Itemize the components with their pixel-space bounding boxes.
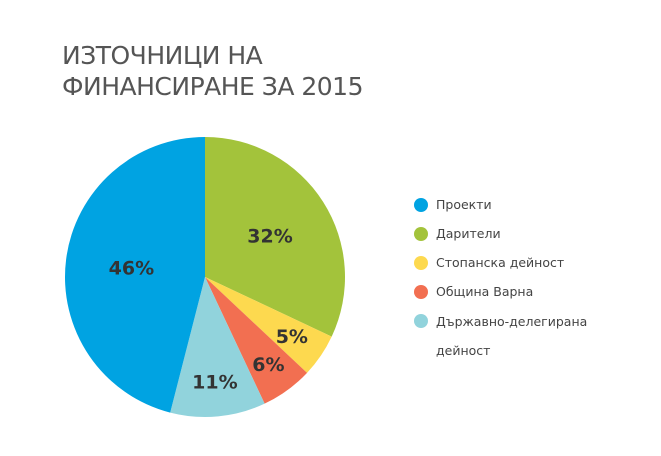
legend-label: Община Варна — [436, 284, 534, 299]
chart-title: ИЗТОЧНИЦИ НА ФИНАНСИРАНЕ ЗА 2015 — [62, 40, 364, 102]
data-label-2: 6% — [252, 354, 284, 376]
pie-slice-0 — [205, 137, 345, 337]
legend-swatch — [414, 285, 428, 299]
legend-label: Проекти — [436, 197, 492, 212]
title-line-1: ИЗТОЧНИЦИ НА — [62, 41, 263, 70]
legend-item: Стопанска дейност — [414, 255, 596, 284]
legend-swatch — [414, 314, 428, 328]
legend-label: Стопанска дейност — [436, 255, 565, 270]
legend-item: Държавно-делегирана дейност — [414, 313, 596, 358]
pie-slice-4 — [64, 137, 205, 413]
pie-slice-1 — [205, 277, 332, 373]
title-line-2: ФИНАНСИРАНЕ ЗА 2015 — [62, 72, 364, 101]
legend-label: Дарители — [436, 226, 501, 241]
pie-slice-2 — [205, 277, 308, 404]
legend-swatch — [414, 227, 428, 241]
legend-swatch — [414, 256, 428, 270]
data-label-0: 32% — [247, 226, 292, 248]
data-label-4: 46% — [109, 258, 154, 280]
legend-item: Община Варна — [414, 284, 596, 313]
data-label-3: 11% — [192, 372, 237, 394]
legend-label: Държавно-делегирана дейност — [436, 314, 588, 358]
legend-item: Проекти — [414, 197, 596, 226]
legend-swatch — [414, 198, 428, 212]
data-label-1: 5% — [276, 326, 308, 348]
legend-item: Дарители — [414, 226, 596, 255]
legend: Проекти Дарители Стопанска дейност Община В… — [414, 197, 596, 358]
pie-slice-3 — [170, 277, 265, 417]
